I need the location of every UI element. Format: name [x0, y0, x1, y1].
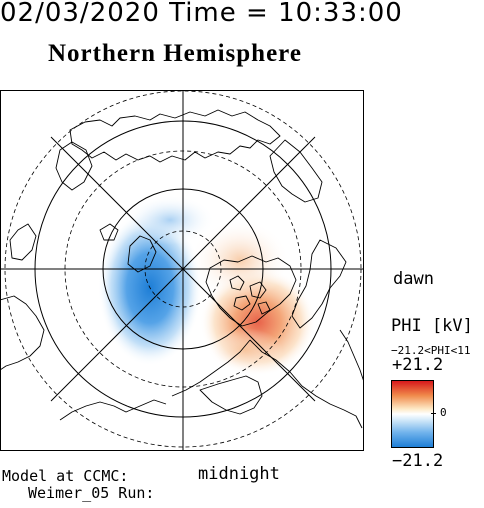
dawn-label: dawn — [393, 269, 434, 289]
map-border — [0, 90, 364, 451]
colorbar-zero-tick — [431, 413, 436, 414]
hemisphere-title: Northern Hemisphere — [48, 40, 302, 67]
polar-map — [0, 90, 364, 451]
negative-potential-tail — [125, 195, 215, 245]
meridian-diagonal-nw — [50, 136, 184, 270]
coastline-islands-4 — [257, 301, 271, 315]
midnight-label: midnight — [198, 464, 280, 484]
coastline-eurasia-north — [69, 109, 281, 163]
meridian-diagonal-ne — [182, 136, 316, 270]
coastline-hudson-bay — [199, 375, 263, 415]
positive-potential-upper — [190, 220, 290, 300]
meridian-diagonal-sw — [50, 268, 184, 402]
coastlines — [0, 109, 364, 429]
coastline-greenland — [127, 235, 157, 273]
timestamp-title: 02/03/2020 Time = 10:33:00 — [0, 0, 403, 28]
coastline-islands-2 — [249, 281, 267, 299]
legend-title: PHI [kV] — [391, 316, 473, 336]
colorbar-min-label: −21.2 — [392, 451, 444, 471]
model-label: Model at CCMC: — [2, 467, 129, 485]
colorbar-zero-label: 0 — [440, 406, 447, 419]
legend-range: −21.2<PHI<11 — [391, 344, 471, 357]
coastline-canada-archipelago — [205, 255, 297, 327]
coastline-alaska — [291, 239, 347, 329]
positive-potential-lower — [207, 328, 283, 372]
colorbar — [391, 380, 434, 448]
coastline-islands-3 — [233, 295, 251, 311]
coastline-scandinavia — [55, 141, 93, 191]
run-label: Weimer_05 Run: — [28, 484, 155, 502]
colorbar-max-label: +21.2 — [392, 355, 444, 375]
coastline-left-mainland — [0, 295, 45, 371]
potential-pattern — [98, 195, 316, 376]
meridian-diagonal-se — [182, 268, 316, 402]
coastline-siberia — [269, 139, 323, 203]
coastline-south-west — [59, 399, 167, 421]
coastline-islands-1 — [229, 275, 245, 291]
coastline-pacific-right — [339, 329, 364, 383]
coastline-europe-west — [9, 223, 37, 261]
coastline-iceland — [99, 223, 119, 241]
meridian-lines — [0, 90, 364, 451]
coastline-north-america — [171, 339, 363, 429]
